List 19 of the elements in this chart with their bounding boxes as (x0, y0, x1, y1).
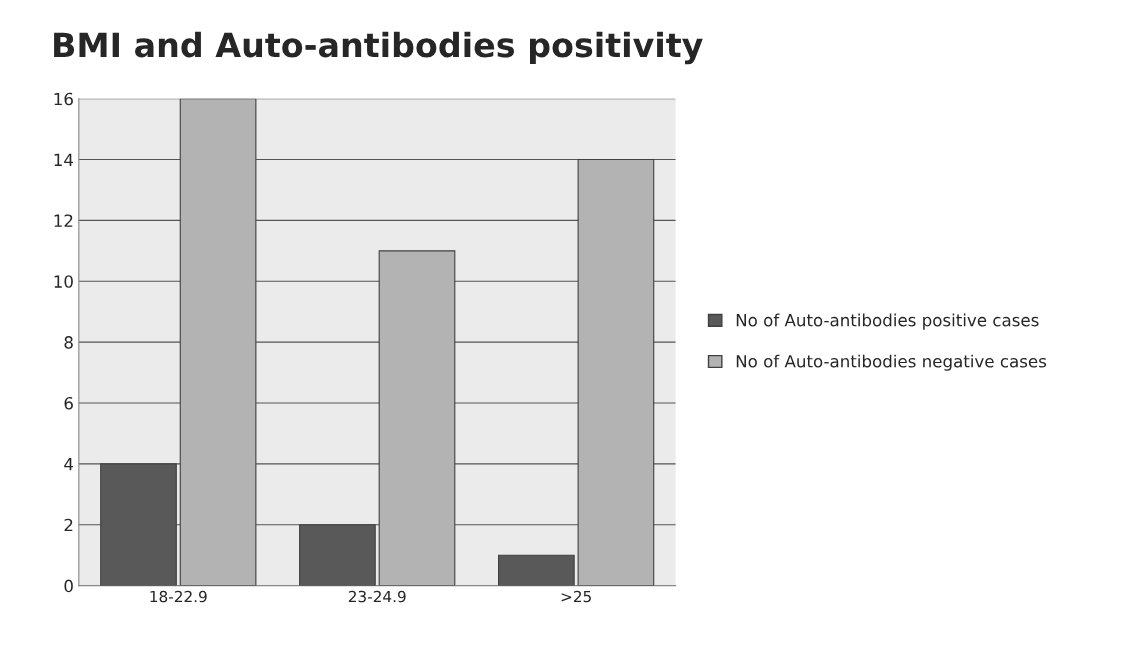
y-tick-label: 4 (64, 458, 74, 471)
y-tick-label: 6 (64, 396, 73, 410)
x-tick-label: 18-22.9 (150, 590, 207, 603)
bar (498, 554, 575, 586)
y-tick-label: 2 (64, 518, 73, 532)
y-tick-label: 14 (54, 153, 74, 166)
y-tick-label: 16 (54, 92, 73, 106)
bar (577, 159, 655, 586)
x-tick-label: >25 (561, 590, 591, 603)
bar (378, 250, 456, 586)
chart-title: BMI and Auto-antibodies positivity (54, 31, 703, 65)
y-tick-label: 0 (64, 579, 73, 593)
bar (179, 98, 257, 586)
y-tick-label: 10 (54, 275, 73, 288)
x-tick-label: 23-24.9 (348, 590, 406, 603)
y-tick-label: 12 (54, 214, 73, 227)
legend-label: No of Auto-antibodies negative cases (736, 354, 1047, 371)
legend-label: No of Auto-antibodies positive cases (736, 313, 1039, 330)
y-tick-label: 8 (64, 336, 73, 349)
